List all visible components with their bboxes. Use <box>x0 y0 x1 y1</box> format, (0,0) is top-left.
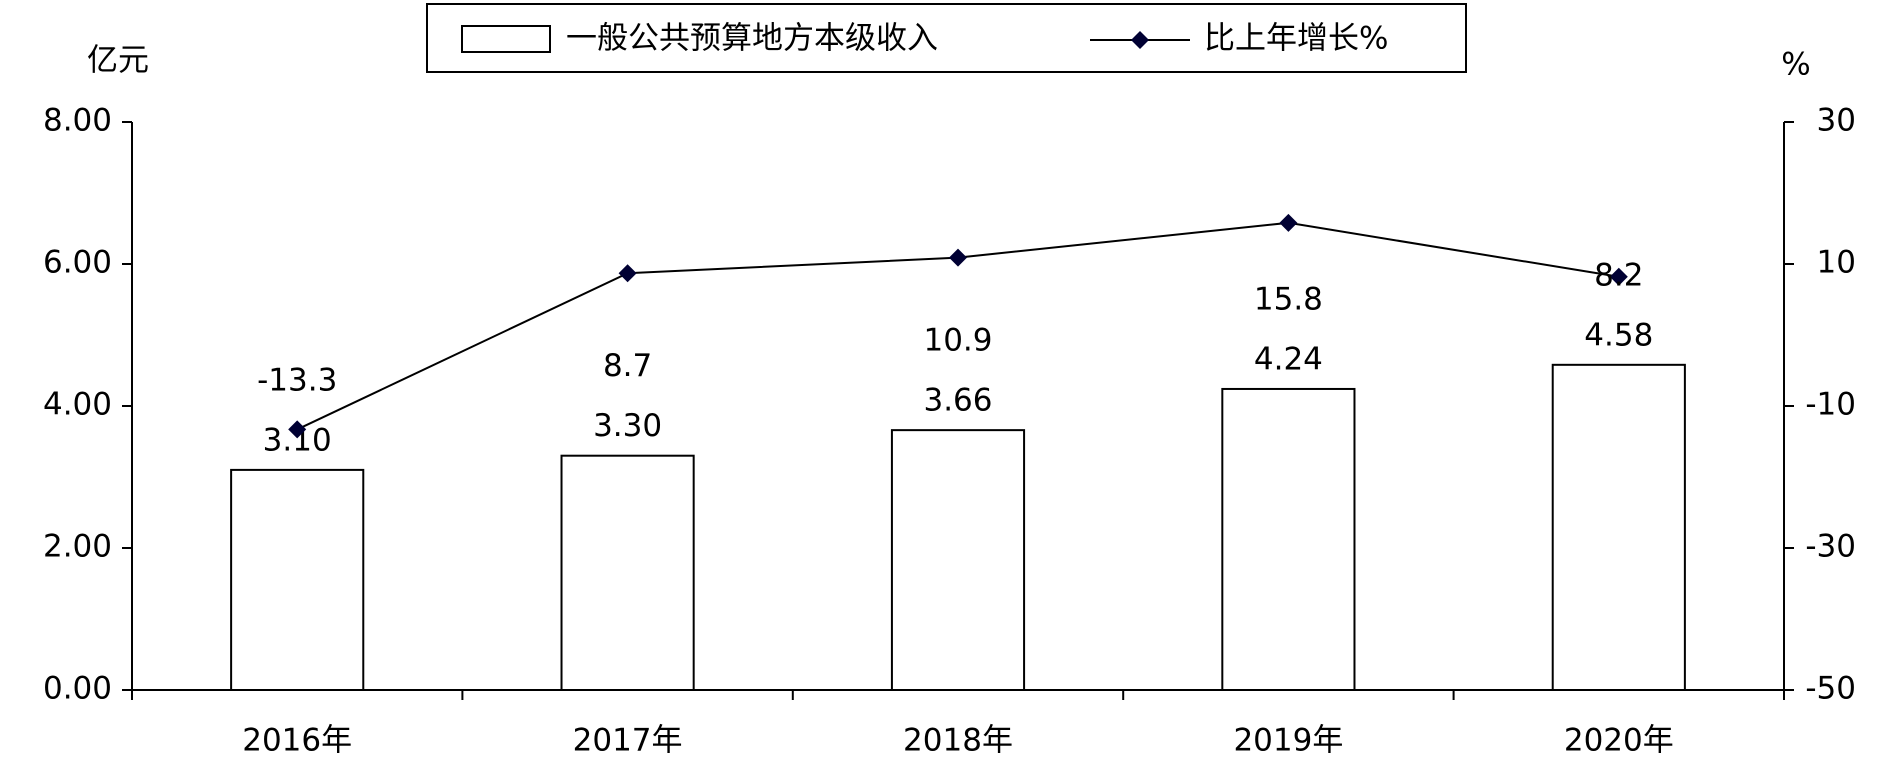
line-value-label: 10.9 <box>923 323 992 359</box>
bar-value-label: 3.66 <box>923 383 992 419</box>
legend-label: 比上年增长% <box>1204 21 1388 57</box>
line-marker <box>288 420 307 439</box>
line-marker <box>949 248 967 267</box>
legend-marker <box>1131 31 1149 49</box>
line-marker <box>1609 267 1628 286</box>
bar <box>1221 387 1356 691</box>
bar <box>1551 363 1686 691</box>
y-tick-label: 6.00 <box>43 245 112 281</box>
bar <box>890 429 1026 691</box>
bar-value-label: 4.58 <box>1584 317 1653 353</box>
legend-swatch <box>461 25 551 53</box>
y2-tick-label: 30 <box>1817 103 1856 139</box>
x-tick-label: 2016年 <box>242 723 352 759</box>
y-tick-label: 2.00 <box>43 529 112 565</box>
bar <box>230 468 365 691</box>
line-marker <box>1279 213 1298 232</box>
x-tick-label: 2017年 <box>573 723 683 759</box>
legend-label: 一般公共预算地方本级收入 <box>566 21 938 57</box>
y2-tick-label: -50 <box>1805 671 1856 707</box>
line-marker <box>618 264 637 283</box>
line-value-label: -13.3 <box>257 362 337 398</box>
bar <box>560 454 695 692</box>
y2-axis-title: % <box>1781 47 1810 83</box>
x-tick-label: 2019年 <box>1233 723 1343 759</box>
legend-box <box>426 3 1467 73</box>
y2-tick-label: -30 <box>1805 529 1856 565</box>
x-tick-label: 2018年 <box>903 723 1013 759</box>
y2-tick-label: -10 <box>1805 387 1856 423</box>
y-axis-title: 亿元 <box>87 43 149 79</box>
line-value-label: 15.8 <box>1254 281 1323 317</box>
line-value-label: 8.2 <box>1594 257 1643 293</box>
y-tick-label: 0.00 <box>43 671 112 707</box>
y2-tick-label: 10 <box>1817 245 1856 281</box>
line-value-label: 8.7 <box>603 348 652 384</box>
y-tick-label: 4.00 <box>43 387 112 423</box>
bar-value-label: 3.30 <box>593 408 662 444</box>
x-tick-label: 2020年 <box>1564 723 1674 759</box>
bar-value-label: 4.24 <box>1254 341 1323 377</box>
y-tick-label: 8.00 <box>43 103 112 139</box>
